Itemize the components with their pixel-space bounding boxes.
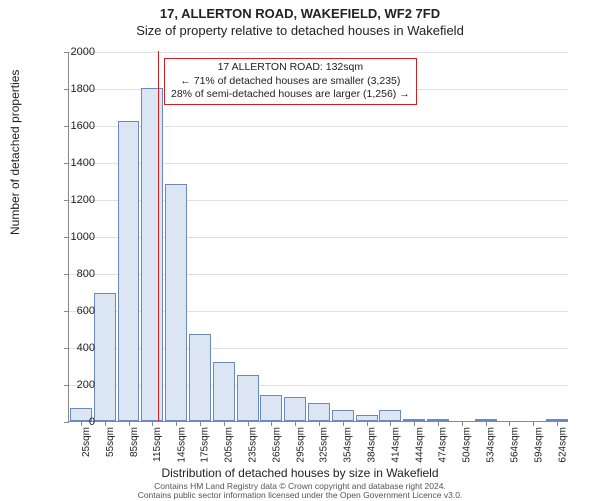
histogram-bar [308,403,330,422]
xtick-mark [176,422,177,426]
footer-line-2: Contains public sector information licen… [0,491,600,500]
callout-text: 17 ALLERTON ROAD: 132sqm [171,61,410,75]
ytick-label: 1200 [55,194,95,206]
chart-plot-area: 25sqm55sqm85sqm115sqm145sqm175sqm205sqm2… [68,52,568,422]
xtick-mark [129,422,130,426]
xtick-mark [486,422,487,426]
ytick-label: 600 [55,305,95,317]
ytick-label: 400 [55,342,95,354]
ytick-label: 2000 [55,46,95,58]
histogram-bar [189,334,211,421]
xtick-mark [295,422,296,426]
ytick-label: 1600 [55,120,95,132]
callout-box: 17 ALLERTON ROAD: 132sqm← 71% of detache… [164,58,417,105]
xtick-mark [509,422,510,426]
histogram-bar [546,419,568,421]
histogram-bar [260,395,282,421]
ytick-label: 800 [55,268,95,280]
xtick-mark [367,422,368,426]
xtick-mark [438,422,439,426]
histogram-bar [379,410,401,421]
ytick-label: 1400 [55,157,95,169]
histogram-bar [356,415,378,421]
histogram-bar [475,419,497,421]
xtick-mark [533,422,534,426]
y-axis-label: Number of detached properties [8,70,22,235]
xtick-mark [224,422,225,426]
xtick-mark [105,422,106,426]
xtick-mark [319,422,320,426]
chart-footer: Contains HM Land Registry data © Crown c… [0,482,600,501]
histogram-bar [213,362,235,421]
xtick-mark [271,422,272,426]
xtick-mark [557,422,558,426]
histogram-bar [237,375,259,421]
ytick-label: 200 [55,379,95,391]
histogram-bar [427,419,449,421]
histogram-bar [403,419,425,421]
x-axis-label: Distribution of detached houses by size … [0,466,600,480]
ytick-label: 1000 [55,231,95,243]
xtick-mark [200,422,201,426]
xtick-mark [248,422,249,426]
xtick-mark [343,422,344,426]
histogram-bar [284,397,306,421]
chart-title-address: 17, ALLERTON ROAD, WAKEFIELD, WF2 7FD [0,0,600,21]
xtick-mark [462,422,463,426]
xtick-mark [390,422,391,426]
ytick-label: 0 [55,416,95,428]
gridline [69,52,568,53]
chart-subtitle: Size of property relative to detached ho… [0,21,600,38]
callout-text: 28% of semi-detached houses are larger (… [171,88,410,102]
histogram-bar [165,184,187,421]
histogram-bar [332,410,354,421]
xtick-mark [414,422,415,426]
histogram-bar [141,88,163,421]
xtick-mark [152,422,153,426]
callout-text: ← 71% of detached houses are smaller (3,… [171,75,410,89]
histogram-bar [94,293,116,421]
histogram-bar [118,121,140,421]
ytick-label: 1800 [55,83,95,95]
callout-reference-line [158,51,159,421]
